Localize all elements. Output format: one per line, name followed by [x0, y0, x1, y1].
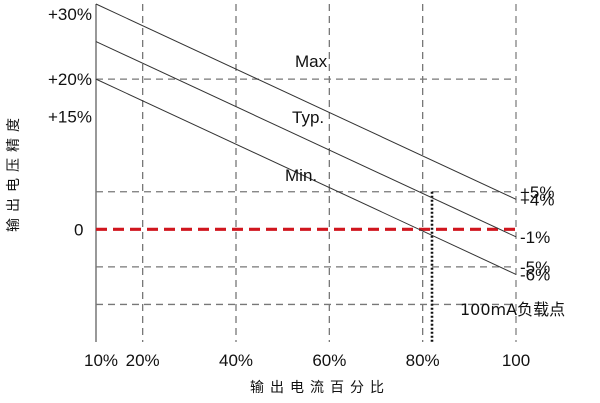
y-tick-label: +15% — [48, 108, 92, 127]
series-layer — [95, 3, 517, 275]
right-tick-label: -5% — [520, 258, 550, 277]
x-tick-label: 20% — [126, 351, 160, 370]
series-end-label: -6% — [520, 265, 550, 284]
y-tick-label: +20% — [48, 70, 92, 89]
y-tick-label: +30% — [48, 5, 92, 24]
marker-label: 100mA负载点 — [460, 300, 565, 319]
series-line — [95, 3, 517, 200]
series-name-label: Max — [295, 52, 328, 71]
series-end-label: +4% — [520, 190, 555, 209]
series-name-label: Min. — [285, 166, 317, 185]
series-line — [95, 41, 517, 238]
x-tick-label: 60% — [312, 351, 346, 370]
label-layer: Max +4% Typ. -1% Min. -6% +5% -5% +30% +20% +15% 0 1… — [48, 5, 555, 370]
x-tick-label: 10% — [84, 351, 118, 370]
y-axis-title: 输出电压精度 — [6, 112, 22, 232]
x-tick-label: 40% — [219, 351, 253, 370]
marker-layer: 100mA负载点 — [430, 191, 565, 342]
grid-layer — [95, 4, 517, 342]
series-name-label: Typ. — [292, 108, 324, 127]
x-tick-label: 80% — [406, 351, 440, 370]
series-line — [95, 78, 517, 275]
x-axis-title: 输出电流百分比 — [250, 380, 390, 396]
series-end-label: -1% — [520, 228, 550, 247]
y-tick-label: 0 — [74, 220, 83, 239]
x-tick-label: 100 — [502, 351, 530, 370]
right-tick-label: +5% — [520, 183, 555, 202]
